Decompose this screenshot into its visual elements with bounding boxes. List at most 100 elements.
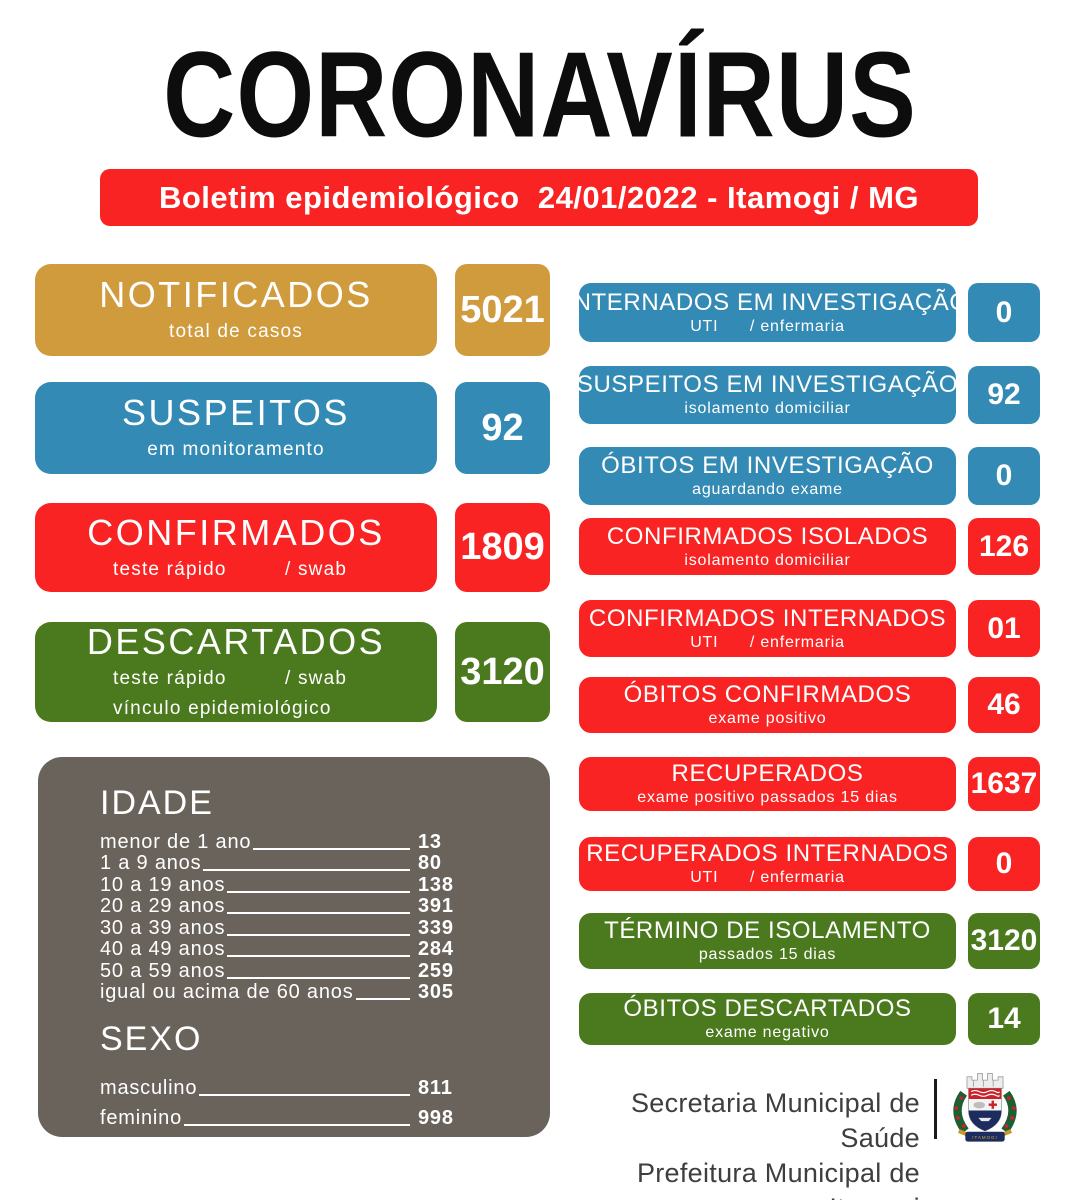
card-termino-isolamento: TÉRMINO DE ISOLAMENTO passados 15 dias xyxy=(579,913,956,969)
card-obitos-confirmados: ÓBITOS CONFIRMADOS exame positivo xyxy=(579,677,956,733)
age-row: 10 a 19 anos 138 xyxy=(100,874,470,896)
age-row: 50 a 59 anos 259 xyxy=(100,960,470,982)
sex-value: 998 xyxy=(418,1106,454,1129)
card-subtitle: exame negativo xyxy=(705,1024,830,1041)
age-label: igual ou acima de 60 anos xyxy=(100,981,354,1004)
card-title: INTERNADOS EM INVESTIGAÇÃO xyxy=(566,288,969,316)
card-recuperados: RECUPERADOS exame positivo passados 15 d… xyxy=(579,757,956,811)
card-subtitle: em monitoramento xyxy=(147,439,325,461)
footer-signature: Secretaria Municipal de Saúde Prefeitura… xyxy=(560,1086,920,1200)
card-title: ÓBITOS DESCARTADOS xyxy=(623,995,912,1022)
card-subtitle: UTI / enfermaria xyxy=(690,317,845,335)
age-label: 1 a 9 anos xyxy=(100,852,202,875)
footer-line-2: Prefeitura Municipal de Itamogi xyxy=(636,1158,920,1200)
card-title: ÓBITOS EM INVESTIGAÇÃO xyxy=(601,452,934,479)
card-descartados: DESCARTADOS teste rápido / swab vínculo … xyxy=(35,622,437,722)
sex-row: feminino 998 xyxy=(100,1099,470,1129)
leader-line xyxy=(253,847,410,850)
card-suspeitos-investigacao: SUSPEITOS EM INVESTIGAÇÃO isolamento dom… xyxy=(576,366,959,424)
card-title: SUSPEITOS EM INVESTIGAÇÃO xyxy=(576,371,959,398)
value-confirmados-internados: 01 xyxy=(968,600,1040,657)
card-title: CONFIRMADOS xyxy=(87,511,385,553)
leader-line xyxy=(227,955,410,958)
value-confirmados-isolados: 126 xyxy=(968,518,1040,575)
card-subtitle: exame positivo passados 15 dias xyxy=(637,789,898,806)
leader-line xyxy=(227,890,410,893)
value-obitos-descartados: 14 xyxy=(968,993,1040,1045)
value-obitos-confirmados: 46 xyxy=(968,677,1040,733)
sex-label: masculino xyxy=(100,1076,198,1099)
page-title: CORONAVÍRUS xyxy=(163,26,917,164)
age-row: igual ou acima de 60 anos 305 xyxy=(100,982,470,1004)
leader-line xyxy=(227,976,410,979)
card-subtitle: isolamento domiciliar xyxy=(684,551,851,569)
value-suspeitos-investigacao: 92 xyxy=(968,366,1040,424)
bulletin-banner: Boletim epidemiológico 24/01/2022 - Itam… xyxy=(100,169,978,226)
value-termino-isolamento: 3120 xyxy=(968,913,1040,969)
card-obitos-investigacao: ÓBITOS EM INVESTIGAÇÃO aguardando exame xyxy=(579,447,956,505)
age-row: 20 a 29 anos 391 xyxy=(100,896,470,918)
card-subtitle: isolamento domiciliar xyxy=(684,400,851,417)
value-obitos-investigacao: 0 xyxy=(968,447,1040,505)
age-row: menor de 1 ano 13 xyxy=(100,831,470,853)
card-confirmados: CONFIRMADOS teste rápido / swab xyxy=(35,503,437,592)
sex-label: feminino xyxy=(100,1106,182,1129)
value-suspeitos: 92 xyxy=(455,382,550,474)
card-title: CONFIRMADOS ISOLADOS xyxy=(606,522,929,550)
card-subtitle: vínculo epidemiológico xyxy=(113,697,332,719)
age-value: 284 xyxy=(418,938,454,961)
age-label: menor de 1 ano xyxy=(100,830,252,853)
card-internados-investigacao: INTERNADOS EM INVESTIGAÇÃO UTI / enferma… xyxy=(566,283,968,342)
card-title: RECUPERADOS xyxy=(671,760,864,787)
leader-line xyxy=(203,869,410,872)
card-title: DESCARTADOS xyxy=(86,621,386,663)
footer-line-1: Secretaria Municipal de Saúde xyxy=(630,1088,920,1154)
age-label: 20 a 29 anos xyxy=(100,895,226,918)
card-title: RECUPERADOS INTERNADOS xyxy=(586,840,949,867)
card-confirmados-isolados: CONFIRMADOS ISOLADOS isolamento domicili… xyxy=(579,518,956,575)
card-recuperados-internados: RECUPERADOS INTERNADOS UTI / enfermaria xyxy=(579,837,956,891)
card-suspeitos: SUSPEITOS em monitoramento xyxy=(35,382,437,474)
age-label: 50 a 59 anos xyxy=(100,959,226,982)
card-title: CONFIRMADOS INTERNADOS xyxy=(588,604,947,632)
value-descartados: 3120 xyxy=(455,622,550,722)
card-notificados: NOTIFICADOS total de casos xyxy=(35,264,437,356)
value-internados-investigacao: 0 xyxy=(968,283,1040,342)
card-title: SUSPEITOS xyxy=(122,392,350,434)
age-value: 13 xyxy=(418,830,442,853)
leader-line xyxy=(227,933,410,936)
age-value: 391 xyxy=(418,895,454,918)
age-row: 30 a 39 anos 339 xyxy=(100,917,470,939)
card-subtitle: exame positivo xyxy=(708,710,827,727)
leader-line xyxy=(355,998,410,1001)
footer-divider xyxy=(934,1079,937,1139)
card-subtitle: teste rápido / swab xyxy=(113,668,348,690)
leader-line xyxy=(227,912,410,915)
card-obitos-descartados: ÓBITOS DESCARTADOS exame negativo xyxy=(579,993,956,1045)
card-subtitle: total de casos xyxy=(168,321,304,343)
value-recuperados: 1637 xyxy=(968,757,1040,811)
card-title: ÓBITOS CONFIRMADOS xyxy=(623,681,912,708)
value-notificados: 5021 xyxy=(455,264,550,356)
card-subtitle: aguardando exame xyxy=(692,481,843,498)
age-value: 80 xyxy=(418,852,442,875)
age-value: 259 xyxy=(418,959,454,982)
age-value: 305 xyxy=(418,981,454,1004)
card-confirmados-internados: CONFIRMADOS INTERNADOS UTI / enfermaria xyxy=(579,600,956,657)
age-section-title: IDADE xyxy=(100,784,214,822)
coat-of-arms-icon: ITAMOGI xyxy=(953,1073,1017,1142)
card-title: NOTIFICADOS xyxy=(99,274,373,316)
age-value: 339 xyxy=(418,916,454,939)
age-label: 10 a 19 anos xyxy=(100,873,226,896)
leader-line xyxy=(184,1123,410,1126)
leader-line xyxy=(199,1093,410,1096)
card-title: TÉRMINO DE ISOLAMENTO xyxy=(604,917,931,944)
value-recuperados-internados: 0 xyxy=(968,837,1040,891)
card-subtitle: passados 15 dias xyxy=(698,946,837,963)
value-confirmados: 1809 xyxy=(455,503,550,592)
sex-row: masculino 811 xyxy=(100,1069,470,1099)
card-subtitle: UTI / enfermaria xyxy=(690,869,845,886)
age-label: 30 a 39 anos xyxy=(100,916,226,939)
sex-section-title: SEXO xyxy=(100,1020,203,1059)
